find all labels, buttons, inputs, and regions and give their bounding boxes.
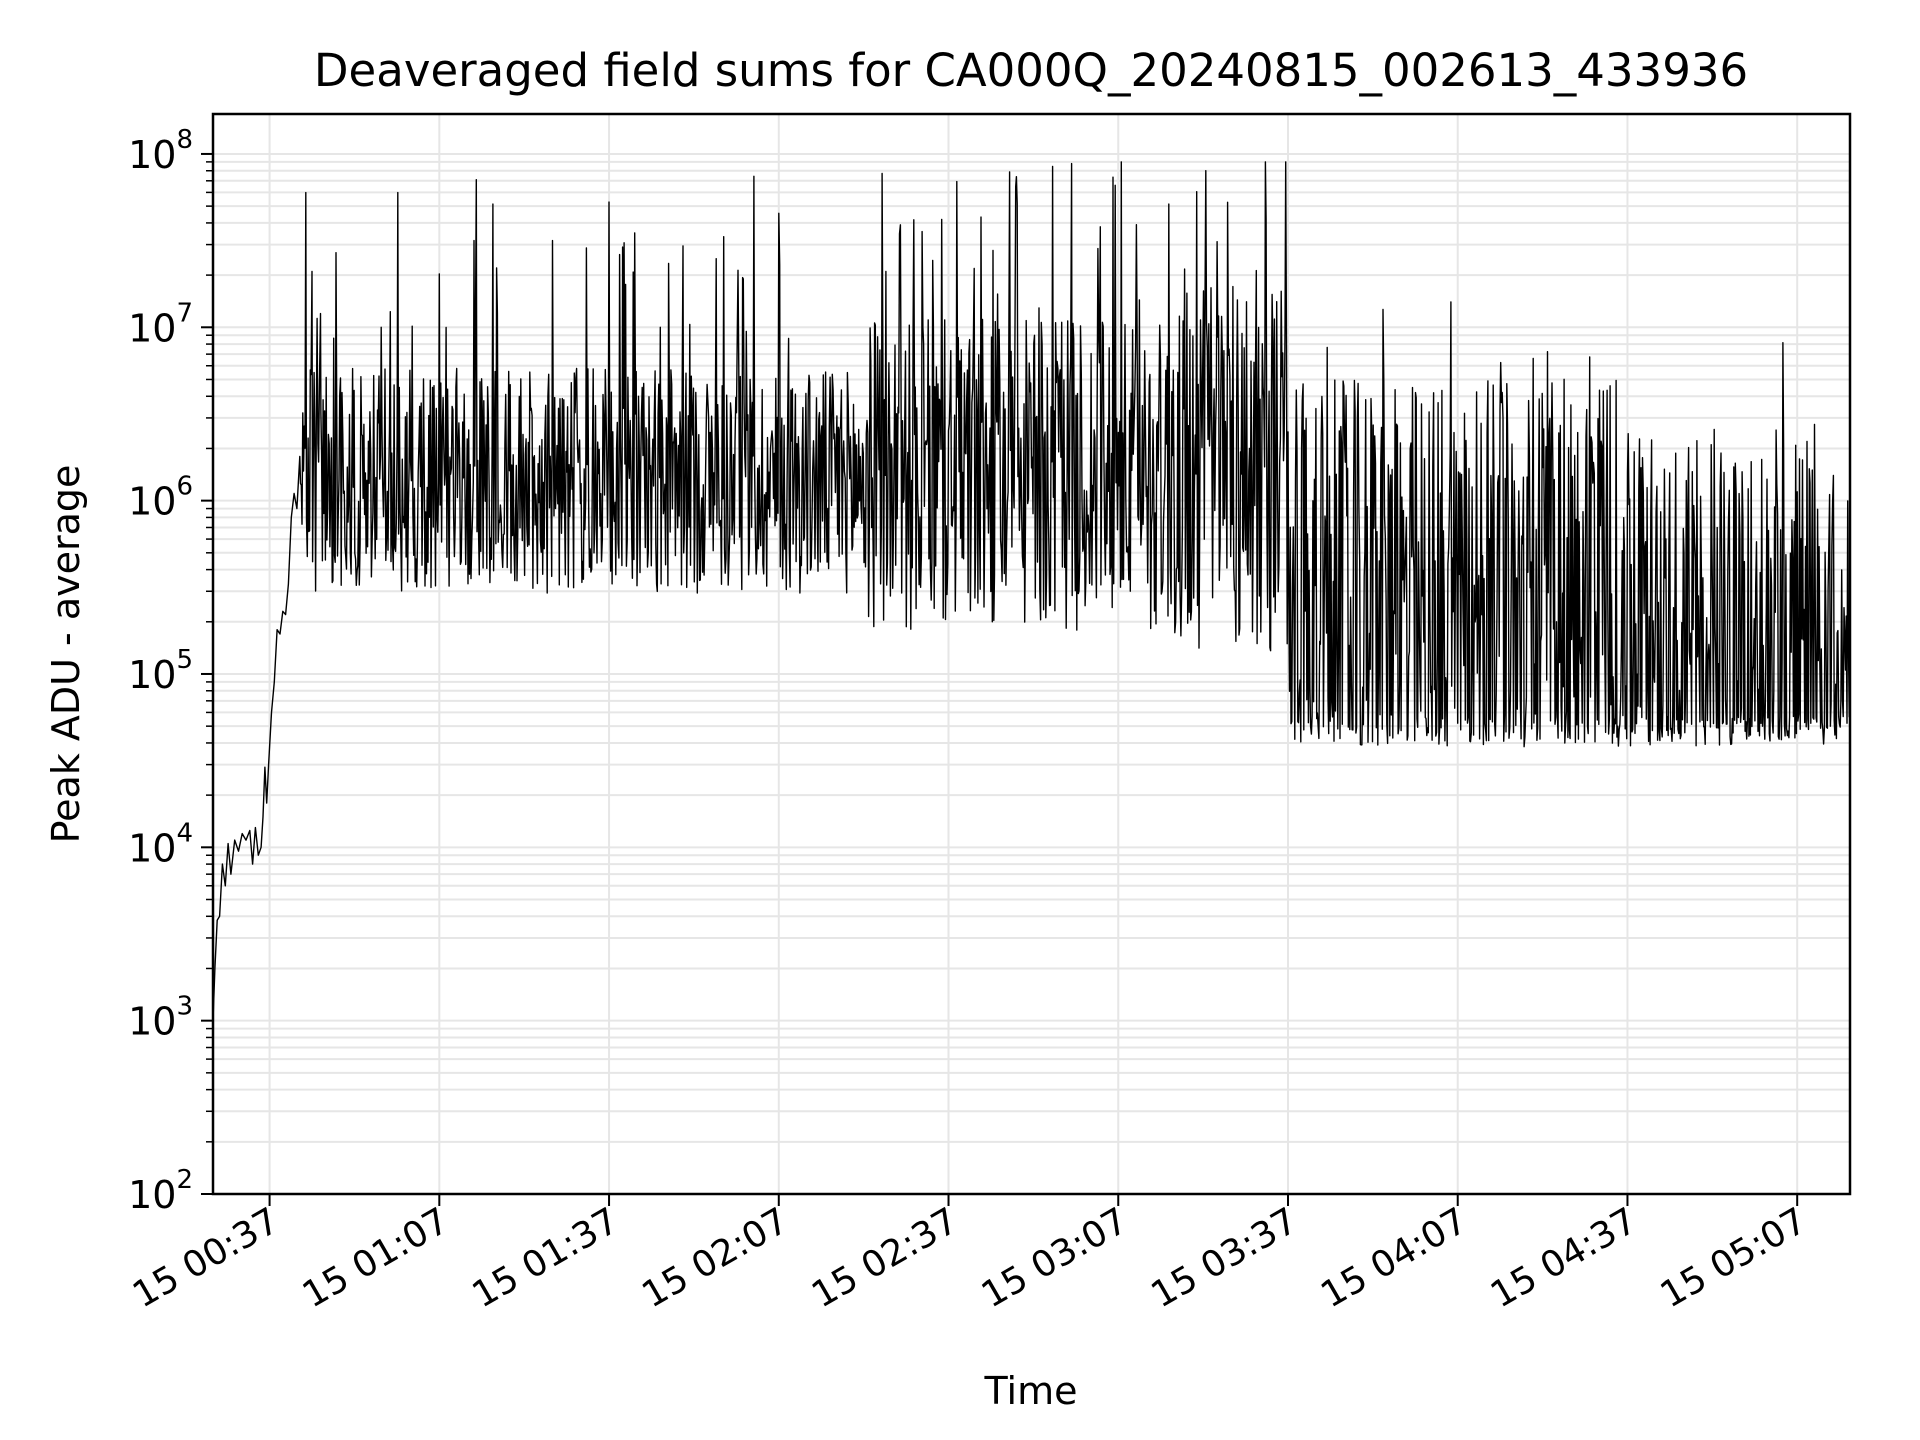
y-tick-label: 106 — [128, 472, 193, 524]
y-tick-label: 108 — [128, 125, 193, 177]
y-tick-label: 105 — [128, 645, 193, 697]
y-tick-label: 102 — [128, 1165, 193, 1217]
plot-area — [212, 161, 1850, 1021]
chart-title: Deaveraged field sums for CA000Q_2024081… — [314, 44, 1748, 97]
series-line — [212, 161, 1850, 1021]
y-tick-label: 103 — [128, 992, 193, 1044]
y-tick-label: 104 — [128, 818, 193, 870]
y-tick-label: 107 — [128, 298, 193, 350]
y-axis: 102 103 104 105 106 107 108 — [128, 125, 213, 1217]
axes-frame — [211, 112, 1852, 1196]
y-axis-label: Peak ADU - average — [44, 465, 88, 844]
x-axis-label: Time — [984, 1369, 1078, 1413]
